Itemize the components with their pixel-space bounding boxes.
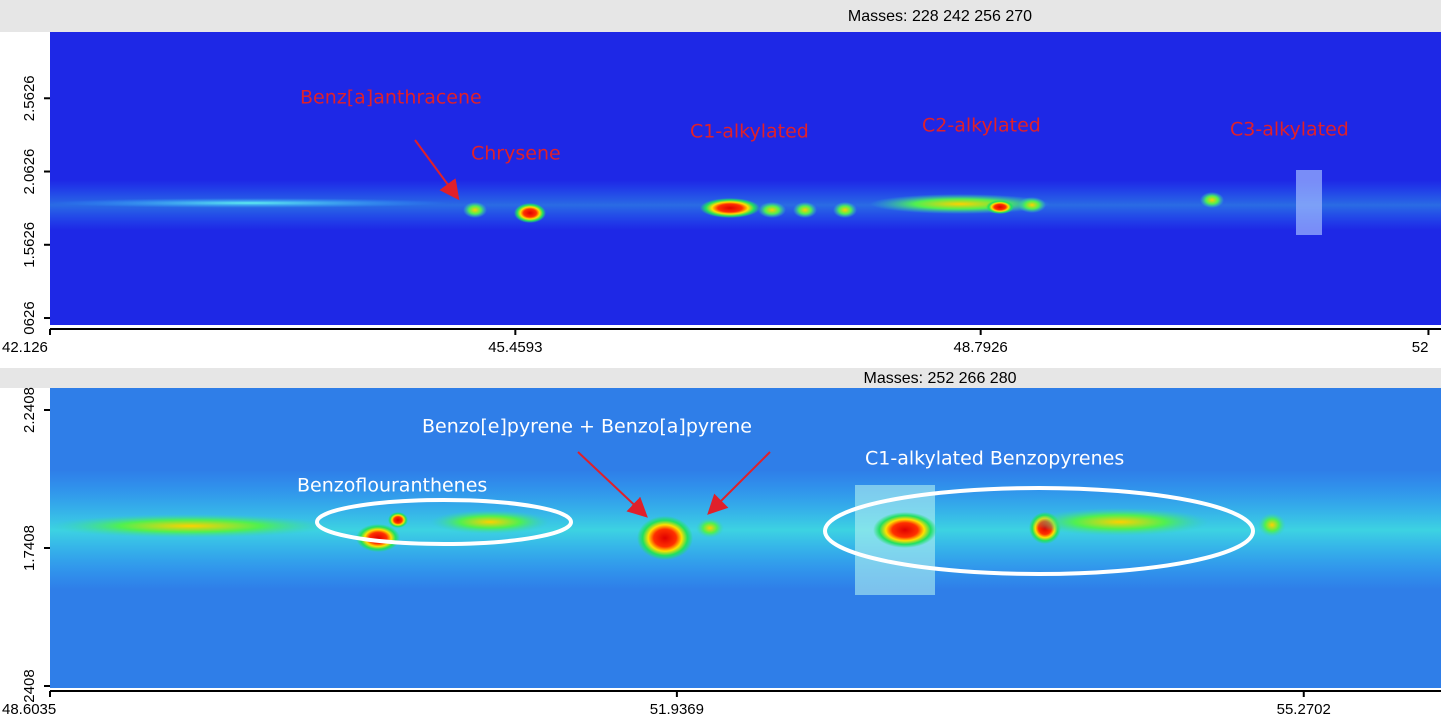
annotation: C1-alkylated Benzopyrenes [865, 448, 1124, 470]
x-tick-label: 55.2702 [1277, 701, 1331, 718]
y-tick-label: 2408 [21, 669, 38, 702]
annotation: Benz[a]anthracene [300, 87, 482, 109]
annotation: Benzo[e]pyrene + Benzo[a]pyrene [422, 416, 752, 438]
gap [0, 358, 1441, 368]
chart: Masses: 228 242 256 270 42.126 45.4593 48.7… [0, 0, 1441, 722]
x-tick-label: 48.7926 [954, 339, 1008, 356]
annotation: Benzoflouranthenes [297, 475, 487, 497]
panel-title: Masses: 252 266 280 [864, 370, 1017, 387]
page: {"chart_data": [ {"type": "heatmap", "ti… [0, 0, 1441, 722]
y-tick-label: 1.7408 [21, 525, 38, 571]
x-tick-label: 52 [1412, 339, 1429, 356]
annotation: C1-alkylated [690, 121, 809, 143]
y-tick-label: 2.5626 [21, 75, 38, 121]
annotation: Chrysene [471, 143, 561, 165]
x-tick-label: 42.126 [2, 339, 48, 356]
y-tick-label: 2.2408 [21, 387, 38, 433]
x-tick-label: 51.9369 [650, 701, 704, 718]
annotation: C2-alkylated [922, 115, 1041, 137]
plot-area [50, 32, 1441, 325]
title-bar [0, 368, 1441, 388]
annotation: C3-alkylated [1230, 119, 1349, 141]
y-tick-label: 1.5626 [21, 222, 38, 268]
y-tick-label: 0626 [21, 301, 38, 334]
x-tick-label: 45.4593 [488, 339, 542, 356]
panel-title: Masses: 228 242 256 270 [848, 8, 1032, 25]
y-tick-label: 2.0626 [21, 149, 38, 195]
title-bar [0, 0, 1441, 32]
